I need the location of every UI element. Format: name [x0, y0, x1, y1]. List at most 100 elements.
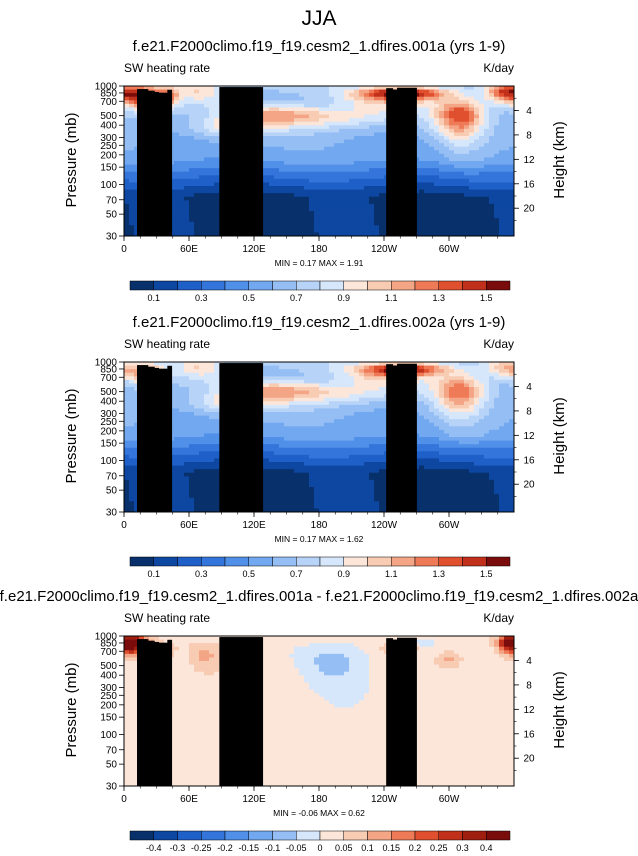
heatmap-cell — [179, 426, 184, 430]
heatmap-cell — [339, 154, 344, 158]
heatmap-cell — [179, 469, 184, 473]
heatmap-cell — [189, 132, 194, 136]
heatmap-cell — [329, 143, 334, 147]
heatmap-cell — [504, 125, 509, 129]
heatmap-cell — [289, 444, 294, 448]
heatmap-cell — [494, 165, 499, 169]
heatmap-cell — [189, 387, 194, 391]
heatmap-cell — [269, 391, 274, 395]
heatmap-cell — [489, 157, 494, 161]
heatmap-cell — [204, 140, 209, 144]
heatmap-cell — [429, 147, 434, 151]
heatmap-cell — [269, 362, 274, 366]
heatmap-cell — [314, 93, 319, 97]
heatmap-cell — [129, 466, 134, 470]
heatmap-cell — [179, 104, 184, 108]
heatmap-cell — [294, 136, 299, 140]
heatmap-cell — [359, 207, 364, 211]
heatmap-cell — [329, 107, 334, 111]
heatmap-cell — [124, 111, 129, 115]
heatmap-cell — [199, 405, 204, 409]
heatmap-cell — [279, 444, 284, 448]
heatmap-cell — [129, 433, 134, 437]
heatmap-cell — [264, 476, 269, 480]
heatmap-cell — [479, 175, 484, 179]
y-axis-label: Pressure (mb) — [63, 112, 80, 207]
heatmap-cell — [429, 182, 434, 186]
heatmap-cell — [194, 193, 199, 197]
heatmap-cell — [179, 480, 184, 484]
heatmap-cell — [424, 218, 429, 222]
heatmap-cell — [214, 182, 219, 186]
heatmap-cell — [284, 111, 289, 115]
heatmap-cell — [354, 207, 359, 211]
heatmap-cell — [209, 469, 214, 473]
heatmap-cell — [429, 97, 434, 101]
heatmap-cell — [484, 168, 489, 172]
heatmap-cell — [354, 172, 359, 176]
heatmap-cell — [429, 186, 434, 190]
heatmap-cell — [479, 115, 484, 119]
heatmap-cell — [479, 218, 484, 222]
heatmap-cell — [494, 218, 499, 222]
heatmap-cell — [464, 157, 469, 161]
heatmap-cell — [374, 111, 379, 115]
heatmap-cell — [129, 165, 134, 169]
heatmap-cell — [304, 229, 309, 233]
heatmap-cell — [179, 115, 184, 119]
heatmap-cell — [299, 391, 304, 395]
heatmap-cell — [294, 394, 299, 398]
heatmap-cell — [504, 161, 509, 165]
heatmap-cell — [199, 408, 204, 412]
heatmap-cell — [344, 90, 349, 94]
heatmap-cell — [419, 197, 424, 201]
heatmap-cell — [314, 107, 319, 111]
heatmap-cell — [429, 190, 434, 194]
heatmap-cell — [284, 93, 289, 97]
heatmap-cell — [354, 132, 359, 136]
heatmap-cell — [189, 90, 194, 94]
heatmap-cell — [344, 125, 349, 129]
heatmap-cell — [199, 211, 204, 215]
heatmap-cell — [264, 380, 269, 384]
heatmap-cell — [184, 483, 189, 487]
heatmap-cell — [364, 107, 369, 111]
heatmap-cell — [209, 175, 214, 179]
heatmap-cell — [129, 483, 134, 487]
heatmap-cell — [199, 380, 204, 384]
heatmap-cell — [359, 93, 364, 97]
heatmap-cell — [459, 140, 464, 144]
heatmap-cell — [189, 193, 194, 197]
heatmap-cell — [314, 154, 319, 158]
heatmap-cell — [294, 157, 299, 161]
heatmap-cell — [284, 501, 289, 505]
heatmap-cell — [269, 423, 274, 427]
heatmap-cell — [319, 115, 324, 119]
heatmap-cell — [174, 179, 179, 183]
heatmap-cell — [274, 387, 279, 391]
heatmap-cell — [479, 118, 484, 122]
heatmap-cell — [179, 150, 184, 154]
heatmap-cell — [209, 369, 214, 373]
heatmap-cell — [339, 218, 344, 222]
heatmap-cell — [309, 225, 314, 229]
heatmap-cell — [189, 426, 194, 430]
heatmap-cell — [339, 182, 344, 186]
heatmap-cell — [304, 122, 309, 126]
heatmap-cell — [379, 175, 384, 179]
heatmap-cell — [194, 229, 199, 233]
heatmap-cell — [299, 165, 304, 169]
heatmap-cell — [329, 122, 334, 126]
heatmap-cell — [174, 129, 179, 133]
heatmap-cell — [494, 225, 499, 229]
heatmap-cell — [449, 229, 454, 233]
heatmap-cell — [274, 362, 279, 366]
heatmap-cell — [504, 140, 509, 144]
heatmap-cell — [129, 175, 134, 179]
heatmap-cell — [474, 86, 479, 90]
heatmap-cell — [339, 122, 344, 126]
heatmap-cell — [199, 182, 204, 186]
heatmap-cell — [184, 366, 189, 370]
heatmap-cell — [214, 412, 219, 416]
heatmap-cell — [299, 498, 304, 502]
